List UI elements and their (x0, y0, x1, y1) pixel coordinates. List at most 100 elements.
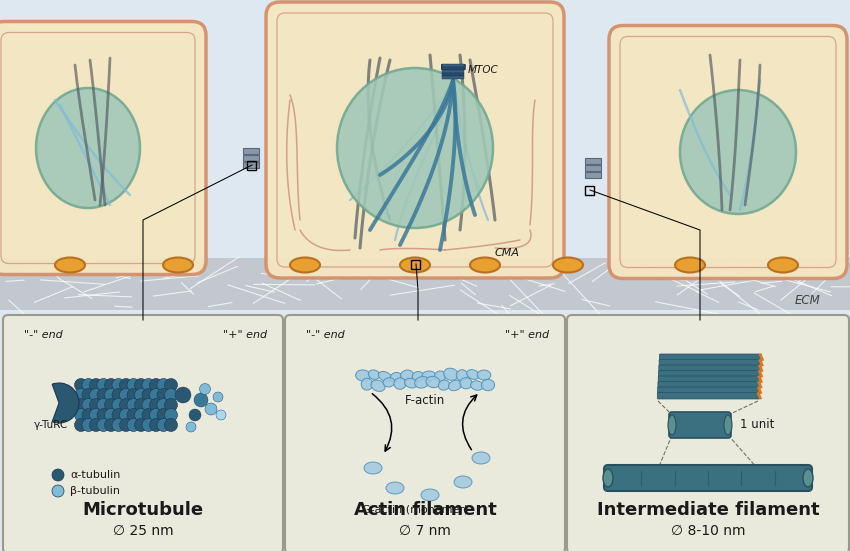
Ellipse shape (55, 257, 85, 273)
Circle shape (127, 379, 140, 392)
Ellipse shape (386, 482, 404, 494)
Circle shape (120, 388, 133, 402)
Circle shape (75, 388, 88, 402)
Circle shape (82, 398, 95, 412)
FancyBboxPatch shape (659, 370, 761, 377)
FancyBboxPatch shape (658, 376, 760, 382)
Ellipse shape (337, 68, 493, 228)
Circle shape (213, 392, 223, 402)
Circle shape (105, 419, 117, 431)
Circle shape (89, 388, 103, 402)
Circle shape (200, 383, 211, 395)
Ellipse shape (163, 257, 193, 273)
Circle shape (186, 422, 196, 432)
Bar (442, 64, 464, 67)
Circle shape (134, 388, 148, 402)
FancyBboxPatch shape (567, 315, 849, 551)
Circle shape (134, 419, 148, 431)
Circle shape (142, 408, 155, 422)
Circle shape (216, 410, 226, 420)
Ellipse shape (383, 378, 395, 387)
Circle shape (97, 398, 110, 412)
Circle shape (89, 408, 103, 422)
Circle shape (165, 398, 178, 412)
Ellipse shape (422, 371, 436, 381)
Ellipse shape (471, 381, 484, 390)
Circle shape (127, 388, 140, 402)
Ellipse shape (394, 378, 406, 390)
Circle shape (89, 419, 103, 431)
Ellipse shape (680, 90, 796, 214)
Circle shape (82, 419, 95, 431)
Ellipse shape (364, 462, 382, 474)
Text: CMA: CMA (495, 248, 520, 258)
Bar (243, 162, 259, 168)
Circle shape (52, 469, 64, 481)
Bar (585, 172, 601, 178)
Ellipse shape (768, 257, 798, 273)
Circle shape (142, 398, 155, 412)
Circle shape (150, 388, 162, 402)
Ellipse shape (439, 380, 450, 390)
Circle shape (127, 398, 140, 412)
Circle shape (134, 408, 148, 422)
Ellipse shape (470, 257, 500, 273)
Circle shape (82, 408, 95, 422)
Text: ∅ 25 nm: ∅ 25 nm (113, 524, 173, 538)
Bar (586, 186, 594, 195)
Circle shape (120, 419, 133, 431)
Bar (0, 258, 850, 310)
Circle shape (142, 388, 155, 402)
Text: Microtubule: Microtubule (82, 501, 203, 519)
Bar (585, 158, 601, 164)
Circle shape (157, 419, 170, 431)
Circle shape (75, 398, 88, 412)
FancyBboxPatch shape (604, 465, 812, 491)
Circle shape (112, 408, 125, 422)
Bar (411, 260, 421, 268)
Ellipse shape (290, 257, 320, 273)
Circle shape (175, 387, 191, 403)
Circle shape (75, 419, 88, 431)
Circle shape (150, 419, 162, 431)
Bar (243, 155, 259, 161)
Ellipse shape (467, 370, 479, 379)
Circle shape (157, 398, 170, 412)
Circle shape (165, 388, 178, 402)
Ellipse shape (426, 376, 440, 388)
Ellipse shape (36, 88, 140, 208)
FancyBboxPatch shape (0, 21, 206, 274)
Bar (442, 70, 464, 73)
Circle shape (150, 379, 162, 392)
Bar (243, 148, 259, 154)
Text: Actin filament: Actin filament (354, 501, 496, 519)
Ellipse shape (421, 489, 439, 501)
Circle shape (165, 379, 178, 392)
FancyBboxPatch shape (659, 365, 761, 371)
Circle shape (75, 408, 88, 422)
Ellipse shape (449, 380, 462, 391)
Ellipse shape (803, 469, 813, 487)
Text: β-tubulin: β-tubulin (70, 486, 120, 496)
Bar (441, 64, 463, 69)
Bar (442, 73, 464, 76)
Ellipse shape (481, 380, 495, 391)
Bar (585, 165, 601, 171)
FancyBboxPatch shape (659, 359, 761, 366)
Bar (443, 64, 464, 69)
Ellipse shape (368, 370, 380, 379)
Circle shape (150, 398, 162, 412)
Circle shape (194, 393, 208, 407)
FancyBboxPatch shape (658, 381, 760, 388)
Circle shape (97, 419, 110, 431)
Text: Intermediate filament: Intermediate filament (597, 501, 819, 519)
Ellipse shape (405, 379, 417, 388)
Bar (443, 64, 465, 69)
FancyBboxPatch shape (660, 354, 762, 360)
Wedge shape (52, 383, 79, 423)
Circle shape (105, 388, 117, 402)
Circle shape (157, 379, 170, 392)
Text: "+" end: "+" end (223, 330, 267, 340)
Ellipse shape (400, 370, 413, 380)
Circle shape (157, 408, 170, 422)
